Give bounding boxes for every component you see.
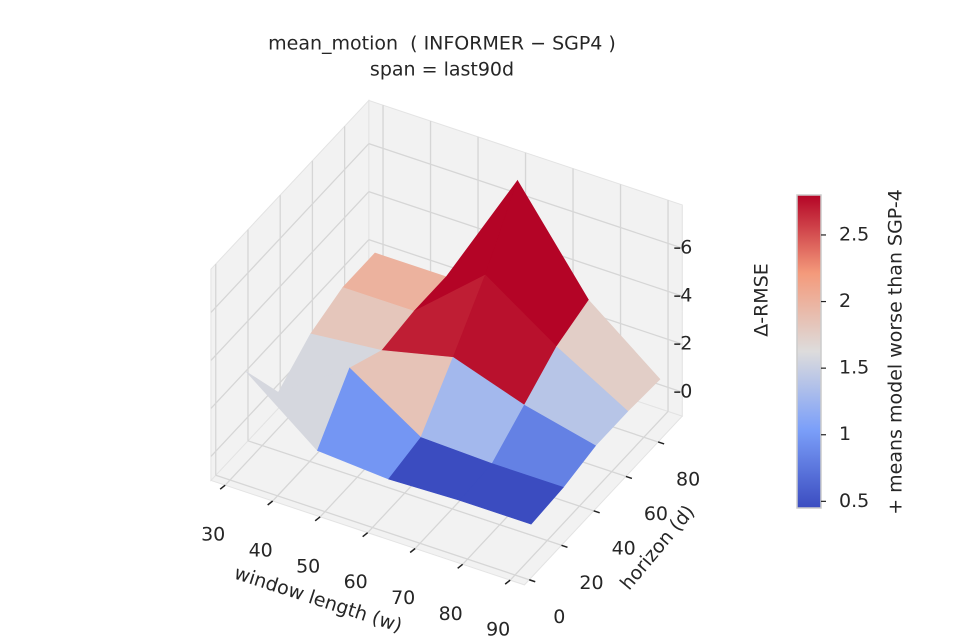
tick-mark xyxy=(529,579,536,583)
z-tick-label: 6 xyxy=(680,237,692,259)
tick-mark xyxy=(267,500,274,506)
colorbar-tick-label: 1 xyxy=(839,423,851,445)
z-tick-label: 2 xyxy=(680,333,692,355)
tick-mark xyxy=(457,563,464,569)
colorbar-tick-label: 1.5 xyxy=(839,357,869,379)
colorbar-label: + means model worse than SGP-4 xyxy=(885,189,907,515)
tick-mark xyxy=(561,544,568,549)
y-tick-label: 80 xyxy=(676,468,700,490)
colorbar-tick-label: 2.5 xyxy=(839,223,869,245)
z-tick-label: 0 xyxy=(680,381,692,403)
surface-face xyxy=(459,463,564,525)
x-tick-label: 40 xyxy=(249,539,273,561)
colorbar-tick-label: 0.5 xyxy=(839,490,869,512)
tick-mark xyxy=(409,547,416,554)
x-tick-label: 70 xyxy=(391,587,415,609)
y-tick-label: 20 xyxy=(579,572,603,594)
x-tick-label: 80 xyxy=(439,603,463,625)
tick-mark xyxy=(504,579,511,585)
grid-line xyxy=(210,239,370,409)
x-tick-label: 50 xyxy=(296,555,320,577)
x-tick-label: 90 xyxy=(486,619,510,640)
y-tick-label: 0 xyxy=(553,606,565,628)
grid-line xyxy=(215,474,530,581)
y-tick-label: 40 xyxy=(612,537,636,559)
tick-mark xyxy=(219,484,226,490)
tick-mark xyxy=(314,516,321,522)
tick-mark xyxy=(362,532,369,538)
chart-subtitle: span = last90d xyxy=(370,59,514,81)
tick-mark xyxy=(657,441,665,445)
tick-mark xyxy=(625,475,633,480)
x-tick-label: 30 xyxy=(201,524,225,546)
colorbar-tick-label: 2 xyxy=(839,290,851,312)
grid-line xyxy=(509,410,669,581)
tick-mark xyxy=(593,510,600,514)
grid-line xyxy=(210,191,370,361)
colorbar xyxy=(796,194,822,509)
z-tick-label: 4 xyxy=(680,285,692,307)
z-axis-label: Δ-RMSE xyxy=(751,263,773,337)
grid-line xyxy=(247,440,562,546)
x-tick-label: 60 xyxy=(344,571,368,593)
grid-line xyxy=(210,143,370,313)
y-tick-label: 60 xyxy=(644,503,668,525)
chart-title: mean_motion ( INFORMER − SGP4 ) xyxy=(268,33,616,55)
